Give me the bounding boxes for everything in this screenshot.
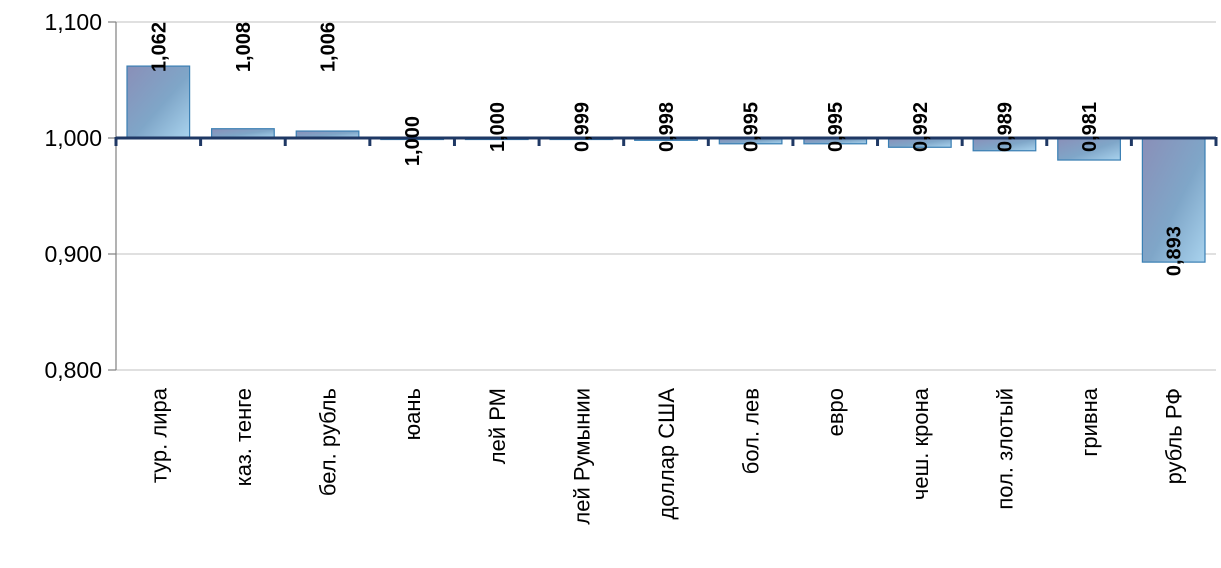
y-tick-label: 1,000	[44, 125, 102, 151]
y-tick-label: 1,100	[44, 9, 102, 35]
category-label: евро	[823, 388, 848, 436]
y-axis: 0,800 0,900 1,000 1,100	[44, 9, 117, 383]
bars	[126, 65, 1206, 263]
category-label: гривна	[1077, 387, 1102, 456]
bar	[126, 65, 191, 139]
gridlines	[116, 21, 1216, 371]
y-tick-label: 0,900	[44, 241, 102, 267]
x-axis	[114, 136, 1218, 146]
category-label: юань	[400, 388, 425, 440]
data-label: 1,062	[148, 22, 170, 72]
y-tick-label: 0,800	[44, 357, 102, 383]
category-label: лей РМ	[485, 388, 510, 464]
data-label: 0,989	[994, 102, 1016, 152]
data-label: 1,008	[233, 22, 255, 72]
category-label: лей Румынии	[569, 388, 594, 525]
data-label: 0,893	[1164, 226, 1186, 276]
bar	[1141, 137, 1206, 263]
data-label: 1,000	[402, 116, 424, 166]
data-label: 0,998	[656, 102, 678, 152]
data-label: 1,000	[487, 102, 509, 152]
category-label: чеш. крона	[908, 387, 933, 500]
data-label: 0,981	[1079, 102, 1101, 152]
category-label: каз. тенге	[231, 388, 256, 486]
category-label: бел. рубль	[316, 388, 341, 496]
category-label: пол. злотый	[992, 388, 1017, 510]
category-label: рубль РФ	[1162, 388, 1187, 484]
category-label: тур. лира	[146, 387, 171, 483]
data-label: 0,995	[741, 102, 763, 152]
data-label: 0,999	[571, 102, 593, 152]
category-label: доллар США	[654, 388, 679, 520]
category-labels: тур. лира каз. тенге бел. рубль юань лей РМ л…	[146, 387, 1186, 524]
data-label: 0,992	[910, 102, 932, 152]
data-label: 1,006	[318, 22, 340, 72]
data-label: 0,995	[825, 102, 847, 152]
category-label: бол. лев	[739, 388, 764, 474]
value-labels: 1,062 1,008 1,006 1,000 1,000 0,999 0,998 0,995…	[148, 22, 1185, 276]
